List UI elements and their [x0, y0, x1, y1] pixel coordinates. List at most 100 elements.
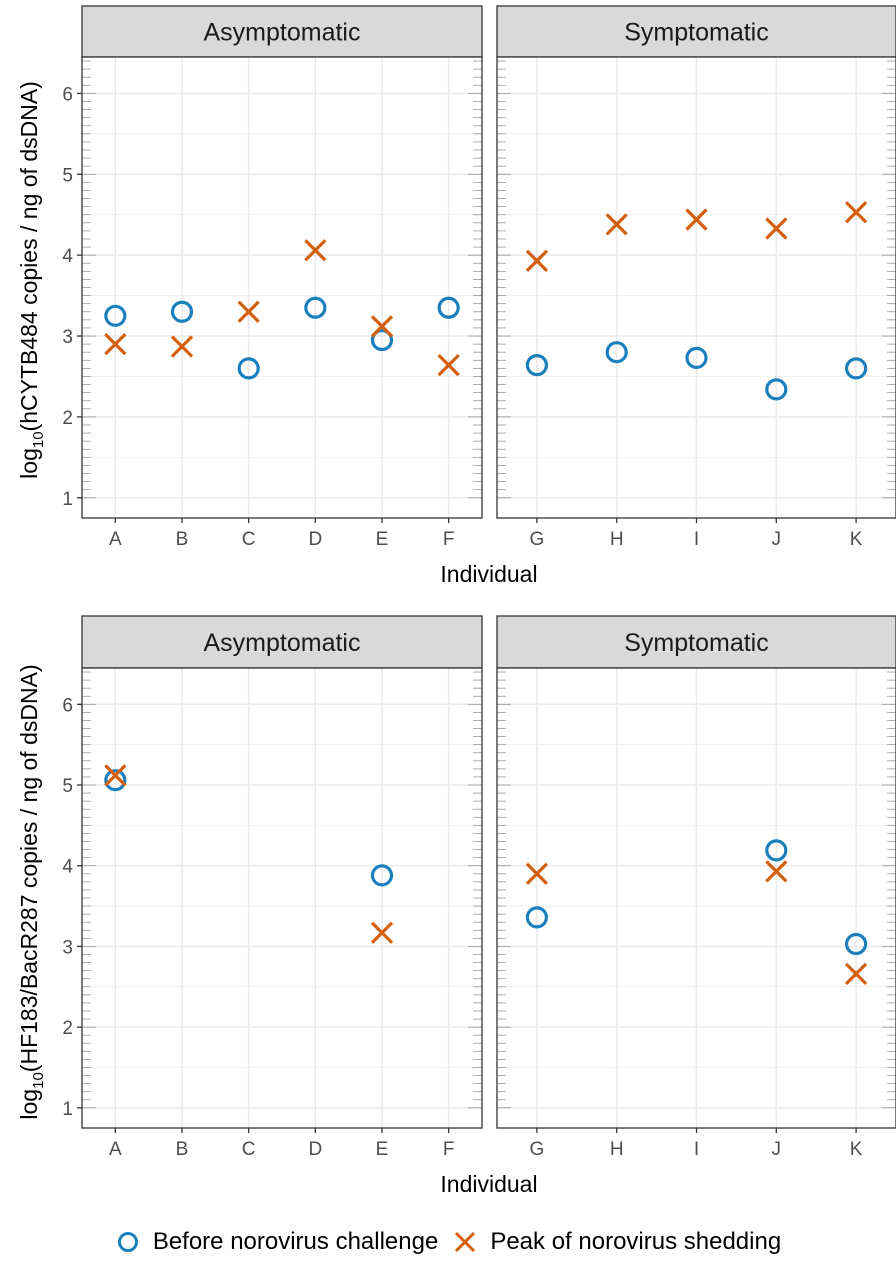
- facet-asymptomatic: Asymptomatic 1 2 3 4 5 6 A B C D E F: [62, 615, 483, 1160]
- point-before-K: [844, 357, 868, 380]
- chart-1: log10(hCYTB484 copies / ng of dsDNA) Indi…: [16, 5, 896, 587]
- y-tick-label: 1: [62, 1099, 73, 1120]
- facet-strip: [81, 5, 483, 58]
- x-tick-label: E: [376, 529, 389, 550]
- x-tick-label: J: [772, 1139, 782, 1160]
- x-tick-label: I: [694, 1139, 699, 1160]
- x-tick-label: A: [109, 529, 122, 550]
- y-tick-label: 3: [62, 937, 73, 958]
- facet-title: Symptomatic: [624, 629, 768, 657]
- x-tick-label: J: [772, 529, 782, 550]
- y-tick-label: 1: [62, 489, 73, 510]
- x-tick-label: C: [242, 1139, 256, 1160]
- x-tick-label: D: [308, 529, 322, 550]
- facet-title: Symptomatic: [624, 19, 768, 47]
- y-tick-label: 2: [62, 1018, 73, 1039]
- x-tick-label: I: [694, 529, 699, 550]
- panel-border: [81, 667, 483, 1129]
- y-axis-title-subscript: 10: [30, 431, 47, 448]
- facet-title: Asymptomatic: [204, 19, 361, 47]
- facet-strip: [81, 615, 483, 669]
- facet-symptomatic: Symptomatic G H I J K: [496, 615, 896, 1160]
- point-peak-J: [765, 217, 788, 240]
- legend-item-before: Before norovirus challenge: [115, 1228, 438, 1256]
- y-axis-title-prefix: log: [16, 1089, 42, 1120]
- point-peak-F: [437, 354, 460, 377]
- legend-label-peak: Peak of norovirus shedding: [490, 1228, 782, 1255]
- y-axis-title: log10(HF183/BacR287 copies / ng of dsDNA…: [16, 664, 47, 1119]
- point-before-D: [304, 296, 327, 319]
- x-cross-icon: [455, 1231, 476, 1253]
- y-axis-title: log10(hCYTB484 copies / ng of dsDNA): [16, 81, 47, 479]
- y-axis-title-rest: (hCYTB484 copies / ng of dsDNA): [16, 81, 42, 431]
- point-peak-E: [370, 315, 394, 338]
- point-peak-K: [844, 962, 868, 985]
- panel-background: [82, 57, 482, 518]
- point-peak-I: [685, 208, 708, 231]
- x-tick-label: D: [308, 1139, 322, 1160]
- point-peak-C: [237, 300, 260, 323]
- facet-title: Asymptomatic: [204, 629, 361, 657]
- chart: log10(hCYTB484 copies / ng of dsDNA)Indi…: [16, 5, 896, 1197]
- y-tick-label: 3: [62, 327, 73, 348]
- point-before-J: [765, 378, 788, 401]
- point-peak-K: [844, 201, 868, 224]
- panel-background: [82, 668, 482, 1128]
- chart-2: log10(HF183/BacR287 copies / ng of dsDNA…: [16, 615, 896, 1197]
- legend: Before norovirus challenge Peak of norov…: [0, 1222, 896, 1262]
- legend-item-peak: Peak of norovirus shedding: [452, 1228, 781, 1256]
- point-before-A: [104, 769, 127, 792]
- y-tick-label: 5: [62, 776, 73, 797]
- point-before-I: [685, 346, 708, 369]
- facet-strip: [496, 615, 896, 669]
- x-tick-label: F: [443, 529, 455, 550]
- point-peak-D: [304, 239, 327, 262]
- y-tick-label: 4: [62, 857, 73, 878]
- y-tick-label: 4: [62, 246, 73, 267]
- y-axis-title-prefix: log: [16, 448, 42, 479]
- point-before-F: [437, 296, 460, 319]
- x-tick-label: G: [530, 529, 545, 550]
- point-peak-G: [525, 862, 549, 885]
- panel-border: [81, 56, 483, 519]
- x-tick-label: C: [242, 529, 256, 550]
- x-tick-label: B: [176, 1139, 189, 1160]
- point-peak-H: [605, 213, 628, 236]
- point-before-E: [370, 328, 394, 352]
- y-axis-title-rest: (HF183/BacR287 copies / ng of dsDNA): [16, 664, 42, 1072]
- y-tick-label: 6: [62, 84, 73, 105]
- x-tick-label: K: [850, 1139, 863, 1160]
- x-tick-label: G: [530, 1139, 545, 1160]
- point-before-K: [844, 932, 868, 956]
- x-tick-label: F: [443, 1139, 455, 1160]
- point-before-E: [370, 864, 394, 887]
- x-tick-label: K: [850, 529, 863, 550]
- point-peak-B: [170, 335, 194, 358]
- point-peak-G: [525, 249, 549, 272]
- x-tick-label: E: [376, 1139, 389, 1160]
- point-before-A: [104, 304, 127, 327]
- point-peak-J: [765, 860, 788, 883]
- x-tick-label: A: [109, 1139, 122, 1160]
- open-circle-icon: [117, 1232, 138, 1252]
- y-axis-title-subscript: 10: [30, 1072, 47, 1089]
- x-axis-title: Individual: [440, 561, 537, 587]
- point-peak-E: [370, 921, 394, 944]
- point-before-C: [237, 357, 260, 380]
- point-before-J: [765, 839, 788, 862]
- x-tick-label: H: [610, 1139, 624, 1160]
- x-tick-label: B: [176, 529, 189, 550]
- x-tick-label: H: [610, 529, 624, 550]
- point-peak-A: [104, 764, 127, 787]
- y-tick-label: 6: [62, 695, 73, 716]
- facet-asymptomatic: Asymptomatic 1 2 3 4 5 6 A B C D E F: [62, 5, 483, 550]
- y-tick-label: 5: [62, 165, 73, 186]
- point-peak-A: [104, 332, 127, 356]
- point-before-G: [525, 354, 549, 377]
- point-before-G: [525, 906, 549, 929]
- point-before-B: [170, 300, 194, 323]
- point-before-H: [605, 341, 628, 364]
- y-tick-label: 2: [62, 408, 73, 429]
- facet-symptomatic: Symptomatic G H I J K: [496, 5, 896, 550]
- x-axis-title: Individual: [440, 1171, 537, 1197]
